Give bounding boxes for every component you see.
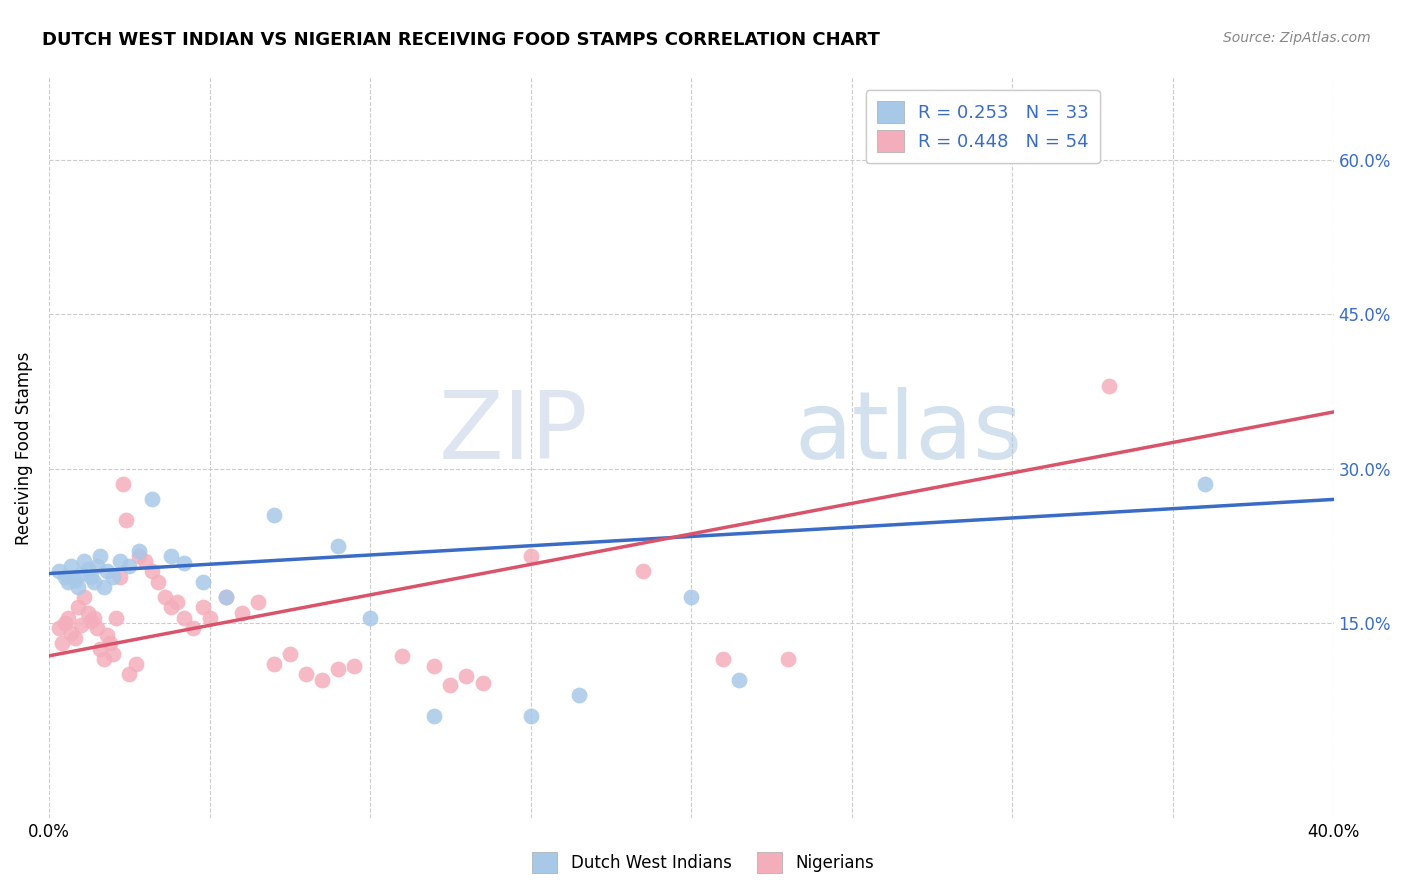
Point <box>160 549 183 563</box>
Text: atlas: atlas <box>794 387 1022 479</box>
Point <box>70 566 93 581</box>
Point <box>58 611 80 625</box>
Point <box>96 628 118 642</box>
Point <box>160 600 183 615</box>
Point <box>128 544 150 558</box>
Point <box>439 678 461 692</box>
Text: DUTCH WEST INDIAN VS NIGERIAN RECEIVING FOOD STAMPS CORRELATION CHART: DUTCH WEST INDIAN VS NIGERIAN RECEIVING … <box>42 31 880 49</box>
Point <box>111 477 134 491</box>
Point <box>343 659 366 673</box>
Point <box>713 652 735 666</box>
Point <box>311 673 333 687</box>
Point <box>681 590 703 604</box>
Point <box>118 667 141 681</box>
Point <box>63 573 86 587</box>
Legend: R = 0.253   N = 33, R = 0.448   N = 54: R = 0.253 N = 33, R = 0.448 N = 54 <box>866 90 1099 163</box>
Point <box>115 513 138 527</box>
Point <box>86 559 108 574</box>
Point <box>214 590 236 604</box>
Point <box>295 667 318 681</box>
Point <box>53 569 76 583</box>
Point <box>73 590 96 604</box>
Point <box>105 611 128 625</box>
Point <box>568 688 591 702</box>
Point <box>58 574 80 589</box>
Point <box>519 549 541 563</box>
Point <box>76 606 98 620</box>
Point <box>631 565 654 579</box>
Point <box>96 565 118 579</box>
Point <box>80 569 103 583</box>
Point <box>83 574 105 589</box>
Point <box>89 549 111 563</box>
Point <box>60 626 83 640</box>
Point <box>326 539 349 553</box>
Point <box>263 657 285 671</box>
Point <box>70 618 93 632</box>
Point <box>423 659 446 673</box>
Point <box>66 600 89 615</box>
Point <box>66 580 89 594</box>
Point <box>108 554 131 568</box>
Point <box>359 611 381 625</box>
Point <box>89 641 111 656</box>
Point <box>1098 379 1121 393</box>
Point <box>153 590 176 604</box>
Point <box>125 657 148 671</box>
Point <box>776 652 799 666</box>
Text: Source: ZipAtlas.com: Source: ZipAtlas.com <box>1223 31 1371 45</box>
Legend: Dutch West Indians, Nigerians: Dutch West Indians, Nigerians <box>526 846 880 880</box>
Point <box>134 554 156 568</box>
Point <box>60 559 83 574</box>
Point <box>93 652 115 666</box>
Point <box>263 508 285 522</box>
Point <box>278 647 301 661</box>
Point <box>173 611 195 625</box>
Point <box>63 632 86 646</box>
Point <box>93 580 115 594</box>
Y-axis label: Receiving Food Stamps: Receiving Food Stamps <box>15 351 32 545</box>
Point <box>1194 477 1216 491</box>
Point <box>173 556 195 570</box>
Point <box>246 595 269 609</box>
Point <box>83 611 105 625</box>
Point <box>128 549 150 563</box>
Point <box>53 615 76 630</box>
Point <box>456 669 478 683</box>
Point <box>214 590 236 604</box>
Point <box>183 621 205 635</box>
Point <box>191 600 214 615</box>
Point <box>51 636 73 650</box>
Point <box>326 662 349 676</box>
Point <box>86 621 108 635</box>
Point <box>48 565 70 579</box>
Point <box>103 569 125 583</box>
Point <box>166 595 188 609</box>
Point <box>73 554 96 568</box>
Point <box>391 648 413 663</box>
Point <box>48 621 70 635</box>
Point <box>76 562 98 576</box>
Point <box>423 708 446 723</box>
Point <box>80 614 103 628</box>
Point <box>108 569 131 583</box>
Point <box>141 565 163 579</box>
Point <box>98 636 121 650</box>
Point <box>103 647 125 661</box>
Point <box>146 574 169 589</box>
Point <box>118 559 141 574</box>
Point <box>728 673 751 687</box>
Text: ZIP: ZIP <box>439 387 589 479</box>
Point <box>519 708 541 723</box>
Point <box>141 492 163 507</box>
Point <box>471 675 494 690</box>
Point <box>231 606 253 620</box>
Point <box>198 611 221 625</box>
Point <box>191 574 214 589</box>
